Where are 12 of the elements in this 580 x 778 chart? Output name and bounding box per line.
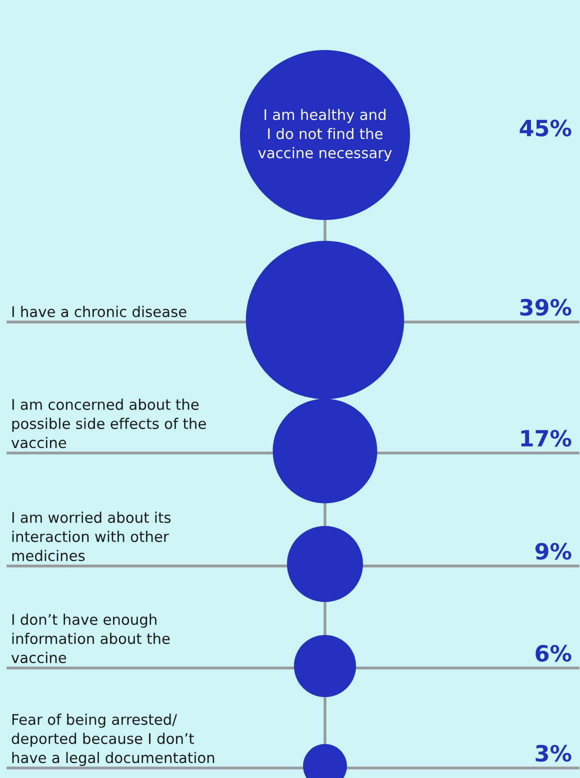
data-label: 45% xyxy=(520,120,572,136)
category-label: I have a chronic disease xyxy=(12,306,186,318)
category-label: I am healthy and I do not find the vaccine necessary xyxy=(258,108,392,162)
category-label: I don’t have enough information about the vaccine xyxy=(11,614,170,664)
data-label: 39% xyxy=(520,298,572,316)
category-label: Fear of being arrested/ deported because I don’t have a legal documentation xyxy=(12,714,214,766)
data-label: 17% xyxy=(521,430,572,447)
data-label: 3% xyxy=(536,744,572,762)
data-label: 9% xyxy=(535,542,572,560)
data-label: 6% xyxy=(536,644,572,662)
category-label: I am concerned about the possible side effects of the vaccine xyxy=(11,398,206,448)
category-label: I am worried about its interaction with other medicines xyxy=(12,512,171,562)
